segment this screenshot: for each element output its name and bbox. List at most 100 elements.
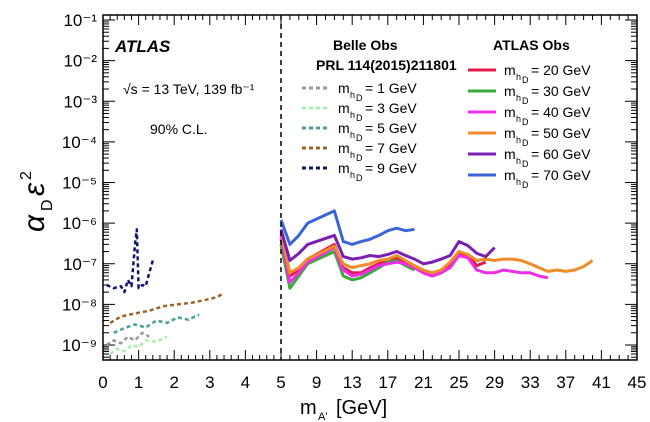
legend-label-sub: h xyxy=(350,130,355,140)
energy-lumi-label: √s = 13 TeV, 139 fb⁻¹ xyxy=(123,81,255,97)
legend-label-sub: h xyxy=(350,110,355,120)
legend-label-value: = 50 GeV xyxy=(531,125,591,141)
series-line-4 xyxy=(106,228,155,294)
series-line-8 xyxy=(279,231,594,275)
svg-text:α: α xyxy=(18,214,51,232)
y-tick-label: 10⁻² xyxy=(63,52,97,71)
x-tick-label: 5 xyxy=(276,373,285,392)
legend-label: m xyxy=(338,100,350,116)
x-tick-label: 1 xyxy=(134,373,143,392)
legend-label-subsub: D xyxy=(522,180,529,190)
y-axis-title: α D ε 2 xyxy=(18,171,56,232)
legend-label-value: = 40 GeV xyxy=(531,104,591,120)
svg-text:2: 2 xyxy=(18,171,35,180)
legend-label-subsub: D xyxy=(522,159,529,169)
legend-label: m xyxy=(504,167,516,183)
legend-label: m xyxy=(504,125,516,141)
legend-label-value: = 20 GeV xyxy=(531,62,591,78)
x-tick-label: 13 xyxy=(343,373,362,392)
legend-label-subsub: D xyxy=(522,138,529,148)
y-tick-label: 10⁻⁶ xyxy=(62,214,97,233)
legend-label-value: = 3 GeV xyxy=(365,100,417,116)
legend-label: m xyxy=(338,160,350,176)
x-tick-label: 17 xyxy=(378,373,397,392)
svg-text:[GeV]: [GeV] xyxy=(336,397,387,419)
y-tick-label: 10⁻¹ xyxy=(63,11,97,30)
legend-label-sub: h xyxy=(350,170,355,180)
legend-label-subsub: D xyxy=(522,96,529,106)
legend-label-sub: h xyxy=(350,150,355,160)
legend-label-value: = 70 GeV xyxy=(531,167,591,183)
legend-entry: m h D= 5 GeV xyxy=(302,120,417,143)
legend-label: m xyxy=(504,62,516,78)
x-tick-label: 29 xyxy=(485,373,504,392)
confidence-level-label: 90% C.L. xyxy=(150,121,208,137)
y-tick-label: 10⁻⁹ xyxy=(62,336,97,355)
legend-label-value: = 30 GeV xyxy=(531,83,591,99)
series-line-9 xyxy=(279,228,496,266)
legend-entry: m h D= 50 GeV xyxy=(468,125,591,148)
legend-entry: m h D= 60 GeV xyxy=(468,146,591,169)
legend-belle-ref: PRL 114(2015)211801 xyxy=(316,57,457,73)
legend-label-value: = 7 GeV xyxy=(365,140,417,156)
legend-label: m xyxy=(504,146,516,162)
x-tick-label: 4 xyxy=(241,373,250,392)
legend-belle-title: Belle Obs xyxy=(333,37,398,53)
series-line-10 xyxy=(279,209,415,246)
legend-label-subsub: D xyxy=(356,93,363,103)
svg-text:D: D xyxy=(39,199,56,211)
x-tick-label: 2 xyxy=(169,373,178,392)
legend-entry: m h D= 70 GeV xyxy=(468,167,591,190)
y-tick-label: 10⁻⁷ xyxy=(63,255,97,274)
x-tick-label: 33 xyxy=(521,373,540,392)
series-line-3 xyxy=(109,292,225,324)
x-tick-label: 3 xyxy=(205,373,214,392)
legend-label-sub: h xyxy=(516,135,521,145)
legend-label: m xyxy=(338,140,350,156)
legend-entry: m h D= 30 GeV xyxy=(468,83,591,106)
x-tick-label: 0 xyxy=(98,373,107,392)
svg-text:A': A' xyxy=(318,411,327,422)
legend-entry: m h D= 3 GeV xyxy=(302,100,417,123)
legend-label: m xyxy=(338,80,350,96)
series-line-1 xyxy=(109,335,168,356)
legend-label-sub: h xyxy=(516,72,521,82)
x-tick-label: 45 xyxy=(628,373,647,392)
legend-label-subsub: D xyxy=(522,117,529,127)
legend-label-sub: h xyxy=(516,114,521,124)
legend-label: m xyxy=(504,83,516,99)
legend-label-sub: h xyxy=(516,93,521,103)
legend-entry: m h D= 20 GeV xyxy=(468,62,591,85)
svg-text:m: m xyxy=(300,397,317,419)
y-tick-label: 10⁻⁸ xyxy=(62,295,97,314)
series-line-0 xyxy=(105,331,150,347)
legend-label-subsub: D xyxy=(356,133,363,143)
legend-label-sub: h xyxy=(350,90,355,100)
legend-label: m xyxy=(338,120,350,136)
legend-label-sub: h xyxy=(516,177,521,187)
legend-label-subsub: D xyxy=(356,153,363,163)
legend-label-value: = 5 GeV xyxy=(365,120,417,136)
x-tick-label: 25 xyxy=(450,373,469,392)
series-layer xyxy=(105,209,594,356)
legend-atlas-title: ATLAS Obs xyxy=(493,37,570,53)
x-axis-title: m A' [GeV] xyxy=(300,397,387,422)
legend-label-subsub: D xyxy=(356,173,363,183)
legend-label-subsub: D xyxy=(522,75,529,85)
legend-label-sub: h xyxy=(516,156,521,166)
x-tick-label: 21 xyxy=(414,373,433,392)
axis-ticks: 0 1 2 3 4 5 9 13 17 21 25 29 33 37 41 4510⁻⁹10⁻⁸10⁻⁷10⁻… xyxy=(62,11,647,392)
x-tick-label: 41 xyxy=(592,373,611,392)
y-tick-label: 10⁻³ xyxy=(63,92,97,111)
y-tick-label: 10⁻⁴ xyxy=(62,133,97,152)
svg-text:ε: ε xyxy=(18,182,51,196)
x-tick-label: 37 xyxy=(556,373,575,392)
series-line-6 xyxy=(279,244,416,290)
legend-entry: m h D= 1 GeV xyxy=(302,80,417,103)
legend-label-value: = 60 GeV xyxy=(531,146,591,162)
legend-entry: m h D= 40 GeV xyxy=(468,104,591,127)
series-line-7 xyxy=(279,235,549,284)
atlas-label: ATLAS xyxy=(114,37,171,56)
